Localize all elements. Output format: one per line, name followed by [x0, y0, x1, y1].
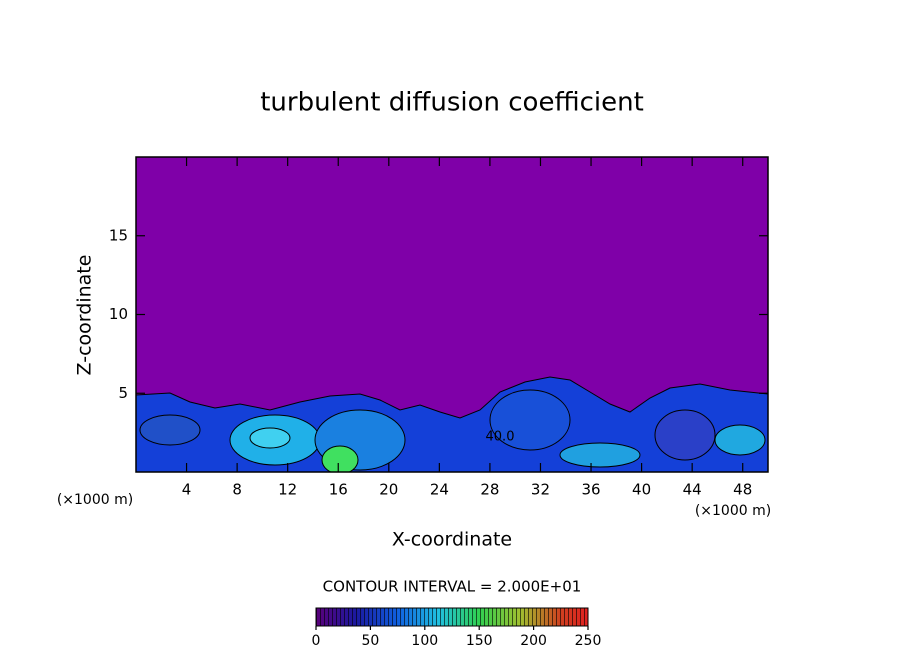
eddy [714, 424, 766, 456]
colorbar-tick-label: 100 [411, 633, 438, 649]
colorbar-stripes [315, 607, 589, 627]
x-tick-label: 28 [480, 481, 499, 499]
contour-label: 40.0 [486, 430, 515, 445]
colorbar-tick-label: 150 [466, 633, 493, 649]
colorbar-tick-label: 50 [361, 633, 379, 649]
eddy [559, 442, 641, 468]
eddy [654, 409, 716, 461]
x-tick-label: 32 [531, 481, 550, 499]
y-tick-label: 5 [118, 384, 128, 402]
y-axis-title: Z-coordinate [74, 255, 96, 376]
x-axis-title: X-coordinate [392, 529, 512, 551]
x-tick-label: 4 [182, 481, 192, 499]
colorbar-tick-label: 0 [312, 633, 321, 649]
x-tick-label: 44 [683, 481, 702, 499]
x-tick-label: 24 [430, 481, 449, 499]
x-tick-label: 36 [581, 481, 600, 499]
y-tick-label: 10 [109, 305, 128, 323]
colorbar-tick-label: 200 [520, 633, 547, 649]
x-unit-label: (×1000 m) [57, 492, 133, 508]
colorbar-tick-label: 250 [575, 633, 602, 649]
x-tick-label: 20 [379, 481, 398, 499]
x-tick-label: 16 [329, 481, 348, 499]
x-tick-label: 48 [733, 481, 752, 499]
eddy [249, 427, 291, 449]
x-tick-label: 12 [278, 481, 297, 499]
colorbar-title: CONTOUR INTERVAL = 2.000E+01 [323, 578, 582, 596]
x-tick-label: 40 [632, 481, 651, 499]
x-tick-label: 8 [232, 481, 242, 499]
y-tick-label: 15 [109, 226, 128, 244]
eddy [489, 389, 571, 451]
eddy [139, 414, 201, 446]
x-unit-label-right: (×1000 m) [695, 503, 771, 519]
chart-title: turbulent diffusion coefficient [260, 88, 644, 118]
contour-field [136, 157, 768, 472]
eddy [321, 445, 359, 472]
